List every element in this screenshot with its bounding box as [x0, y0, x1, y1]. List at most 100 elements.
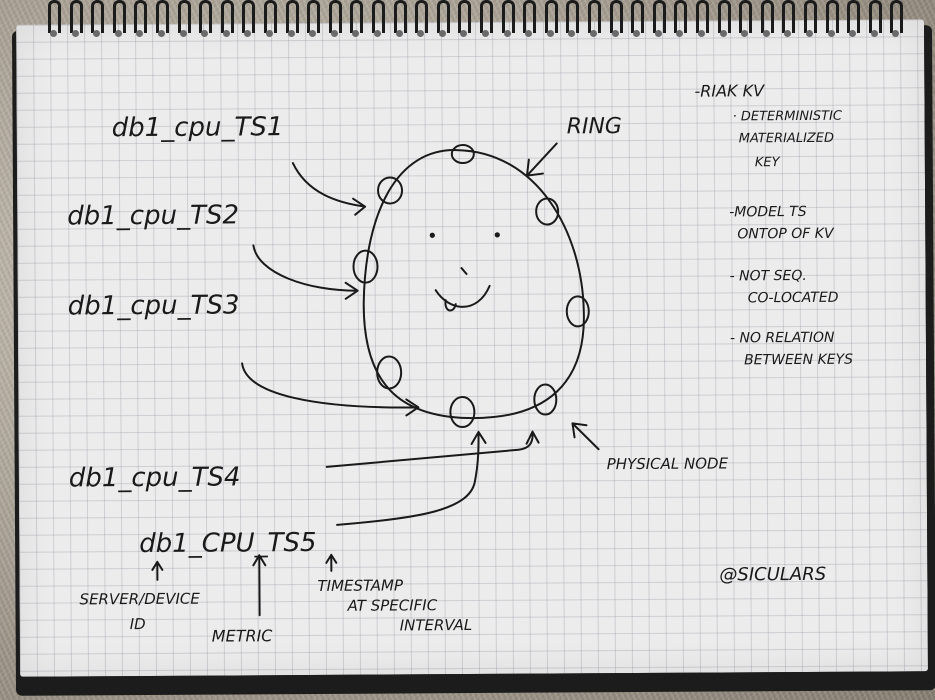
- binding-hole: [309, 30, 317, 37]
- binding-hole: [806, 30, 813, 37]
- binding-hole: [676, 30, 684, 37]
- spiral-coil: [544, 0, 558, 33]
- binding-hole: [395, 30, 403, 37]
- binding-hole: [201, 30, 209, 37]
- spiral-coil: [717, 0, 731, 33]
- binding-hole: [287, 30, 295, 37]
- binding-hole: [719, 30, 727, 37]
- spiral-coil: [307, 0, 321, 33]
- spiral-coil: [69, 0, 83, 33]
- binding-hole: [374, 30, 381, 37]
- binding-hole: [827, 30, 835, 37]
- binding-hole: [741, 30, 749, 37]
- binding-hole: [179, 30, 187, 37]
- spiral-coil: [372, 0, 385, 33]
- binding-hole: [633, 30, 641, 37]
- spiral-coil: [350, 0, 364, 33]
- binding-hole: [93, 30, 101, 37]
- binding-hole: [784, 30, 792, 37]
- notebook-page: db1_cpu_TS1 db1_cpu_TS2 db1_cpu_TS3 db1_…: [16, 19, 928, 677]
- spiral-coil: [782, 0, 796, 33]
- label-ts4: db1_cpu_TS4: [69, 462, 241, 493]
- binding-hole: [525, 30, 533, 37]
- node-lower-left: [376, 355, 403, 390]
- binding-hole: [266, 30, 273, 37]
- spiral-coil: [868, 0, 882, 33]
- sidebar-item1-line3: KEY: [755, 155, 781, 170]
- spiral-coil: [566, 0, 580, 33]
- sidebar-item1-line1: · DETERMINISTIC: [733, 109, 843, 125]
- sidebar-item4-line2: BETWEEN KEYS: [744, 352, 853, 369]
- label-ts2: db1_cpu_TS2: [67, 200, 239, 231]
- arrow-ts2: [252, 244, 359, 300]
- spiral-coil: [220, 0, 234, 33]
- spiral-coil: [156, 0, 169, 33]
- binding-hole: [762, 30, 770, 37]
- metric-label: METRIC: [212, 626, 274, 645]
- face-smile: [434, 284, 491, 308]
- spiral-coil: [847, 0, 861, 33]
- spiral-coil: [760, 0, 774, 33]
- hash-ring: [362, 149, 585, 420]
- spiral-coil: [631, 0, 645, 33]
- ring-arrow: [525, 142, 558, 177]
- node-top: [450, 144, 475, 165]
- binding-hole: [417, 30, 425, 37]
- node-left: [352, 249, 379, 284]
- spiral-coil: [134, 0, 148, 33]
- timestamp-label-1: TIMESTAMP: [317, 576, 404, 595]
- binding-hole: [568, 30, 576, 37]
- arrow-timestamp: [325, 553, 338, 572]
- binding-hole: [590, 30, 597, 37]
- spiral-coil: [242, 0, 256, 33]
- signature: @SICULARS: [719, 564, 826, 586]
- binding-hole: [50, 30, 57, 37]
- spiral-coil: [890, 0, 904, 33]
- spiral-coil: [674, 0, 688, 33]
- spiral-coil: [739, 0, 753, 33]
- spiral-coil: [588, 0, 601, 33]
- face-eye-left: [429, 232, 435, 238]
- binding-hole: [611, 30, 619, 37]
- binding-hole: [654, 30, 662, 37]
- binding-hole: [698, 30, 705, 37]
- spiral-coil: [609, 0, 623, 33]
- spiral-coil: [652, 0, 666, 33]
- face-eye-right: [494, 232, 500, 238]
- spiral-coil: [112, 0, 126, 33]
- physical-node-label: PHYSICAL NODE: [607, 454, 729, 473]
- binding-hole: [503, 30, 511, 37]
- node-lower-right: [533, 383, 558, 416]
- binding-hole: [849, 30, 857, 37]
- sidebar-item3-line2: CO-LOCATED: [748, 290, 839, 307]
- arrow-ts3: [241, 362, 420, 417]
- spiral-coil: [199, 0, 213, 33]
- spiral-coil: [328, 0, 342, 33]
- binding-hole: [546, 30, 554, 37]
- binding-hole: [71, 30, 79, 37]
- spiral-coil: [501, 0, 515, 33]
- timestamp-label-3: INTERVAL: [400, 616, 473, 634]
- server-device-label: SERVER/DEVICE: [79, 590, 200, 609]
- spiral-coil: [480, 0, 493, 33]
- spiral-coil: [91, 0, 105, 33]
- timestamp-label-2: AT SPECIFIC: [347, 596, 438, 615]
- sketch-drawing: db1_cpu_TS1 db1_cpu_TS2 db1_cpu_TS3 db1_…: [67, 81, 853, 645]
- label-ts3: db1_cpu_TS3: [68, 290, 240, 321]
- sidebar-item1-line2: MATERIALIZED: [739, 131, 834, 147]
- arrow-ts1: [291, 162, 367, 216]
- binding-hole: [352, 30, 360, 37]
- sidebar-item4-line1: - NO RELATION: [730, 330, 835, 347]
- node-upper-right: [535, 197, 560, 226]
- arrow-ts4: [325, 430, 540, 468]
- spiral-binding: (function(){ const row = document.curren…: [48, 0, 928, 40]
- binding-hole: [892, 30, 900, 37]
- binding-hole: [244, 30, 252, 37]
- sidebar-item2-line2: ONTOP OF KV: [737, 226, 835, 243]
- spiral-coil: [825, 0, 839, 33]
- sidebar-title: -RIAK KV: [694, 81, 765, 100]
- arrow-ts5: [336, 430, 487, 526]
- binding-hole: [222, 30, 230, 37]
- face-tongue: [444, 299, 457, 312]
- spiral-coil: [804, 0, 817, 33]
